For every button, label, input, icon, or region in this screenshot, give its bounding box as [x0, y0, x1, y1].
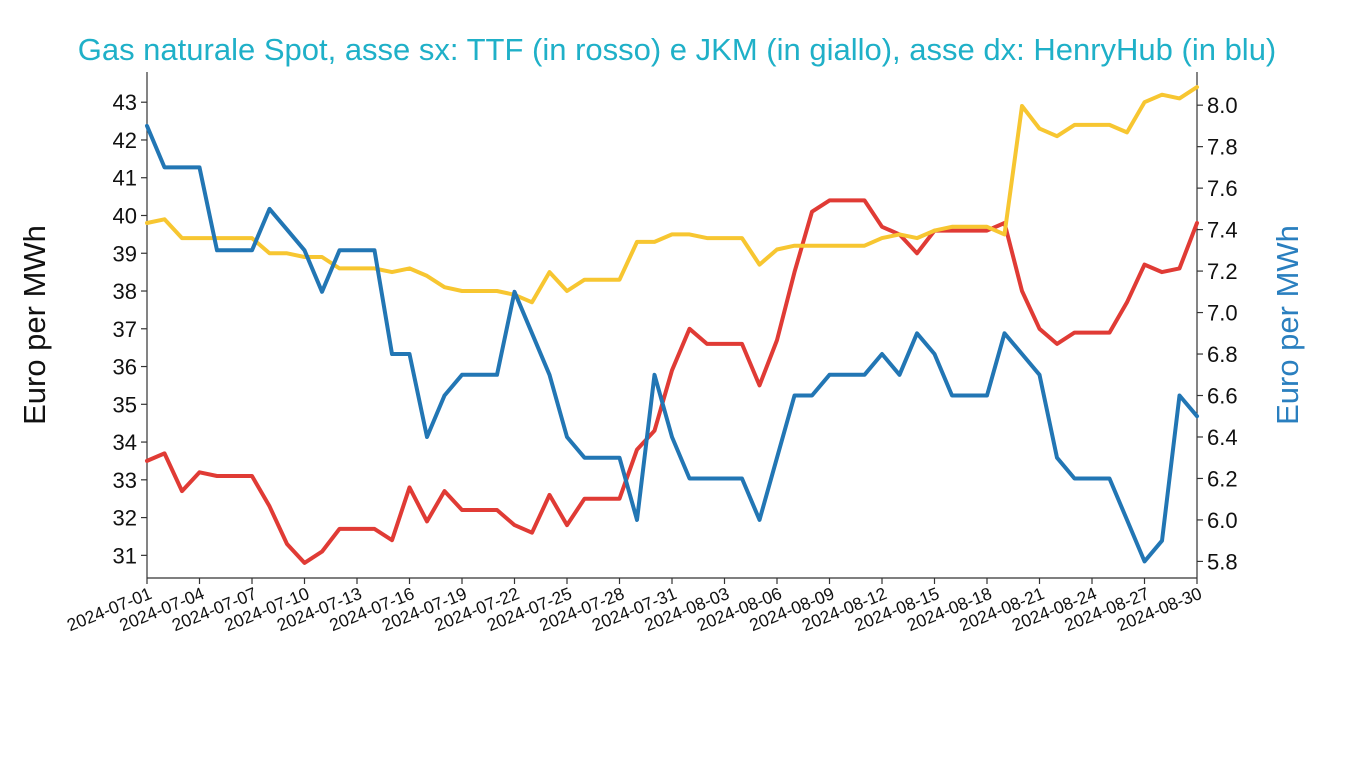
left-tick-label: 32 — [113, 506, 137, 531]
right-axis-title: Euro per MWh — [1270, 225, 1305, 425]
left-axis-title: Euro per MWh — [17, 225, 52, 425]
left-tick-label: 38 — [113, 279, 137, 304]
series-layer — [145, 85, 1199, 565]
right-tick-label: 7.8 — [1207, 135, 1238, 160]
left-tick-label: 37 — [113, 317, 137, 342]
left-tick-label: 39 — [113, 241, 137, 266]
right-tick-label: 6.4 — [1207, 425, 1238, 450]
left-tick-label: 41 — [113, 166, 137, 191]
left-tick-label: 33 — [113, 468, 137, 493]
right-tick-label: 6.2 — [1207, 466, 1238, 491]
right-tick-label: 7.4 — [1207, 218, 1238, 243]
right-tick-label: 6.6 — [1207, 384, 1238, 409]
right-tick-label: 8.0 — [1207, 93, 1238, 118]
right-tick-label: 7.0 — [1207, 301, 1238, 326]
left-tick-label: 35 — [113, 392, 137, 417]
left-tick-label: 31 — [113, 543, 137, 568]
left-tick-label: 42 — [113, 128, 137, 153]
left-tick-label: 43 — [113, 90, 137, 115]
right-tick-label: 6.8 — [1207, 342, 1238, 367]
left-tick-label: 34 — [113, 430, 137, 455]
right-tick-label: 6.0 — [1207, 508, 1238, 533]
series-line-ttf — [145, 198, 1199, 565]
right-tick-label: 5.8 — [1207, 549, 1238, 574]
series-line-henryhub — [145, 123, 1199, 564]
right-tick-label: 7.2 — [1207, 259, 1238, 284]
left-tick-label: 36 — [113, 355, 137, 380]
axes-layer: 31 32 33 34 35 36 37 38 39 40 41 42 43 5.8 6.0 6.2 6.4 6.… — [64, 72, 1238, 635]
chart-title: Gas naturale Spot, asse sx: TTF (in ross… — [77, 32, 1277, 67]
left-tick-label: 40 — [113, 203, 137, 228]
series-line-jkm — [145, 85, 1199, 305]
right-tick-label: 7.6 — [1207, 176, 1238, 201]
